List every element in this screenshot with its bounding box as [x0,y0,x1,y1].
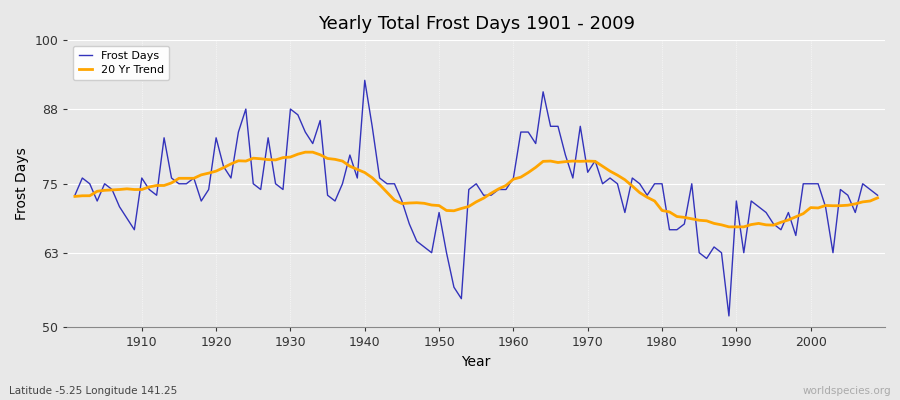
20 Yr Trend [605,169,616,174]
Text: worldspecies.org: worldspecies.org [803,386,891,396]
Frost Days [129,227,140,232]
20 Yr Trend [872,196,883,200]
Frost Days [605,176,616,180]
X-axis label: Year: Year [462,355,490,369]
Frost Days [292,112,303,117]
20 Yr Trend [508,177,518,182]
Frost Days [337,181,347,186]
20 Yr Trend [69,194,80,199]
Frost Days [724,314,734,318]
20 Yr Trend [724,224,734,229]
20 Yr Trend [129,187,140,192]
Legend: Frost Days, 20 Yr Trend: Frost Days, 20 Yr Trend [73,46,169,80]
20 Yr Trend [292,152,303,156]
Line: Frost Days: Frost Days [75,80,878,316]
Frost Days [508,176,518,180]
Frost Days [69,193,80,198]
20 Yr Trend [300,150,310,154]
Line: 20 Yr Trend: 20 Yr Trend [75,152,878,227]
20 Yr Trend [516,175,526,180]
Y-axis label: Frost Days: Frost Days [15,147,29,220]
Frost Days [359,78,370,83]
20 Yr Trend [345,164,356,169]
Frost Days [516,130,526,134]
Title: Yearly Total Frost Days 1901 - 2009: Yearly Total Frost Days 1901 - 2009 [318,15,634,33]
Text: Latitude -5.25 Longitude 141.25: Latitude -5.25 Longitude 141.25 [9,386,177,396]
Frost Days [872,193,883,198]
